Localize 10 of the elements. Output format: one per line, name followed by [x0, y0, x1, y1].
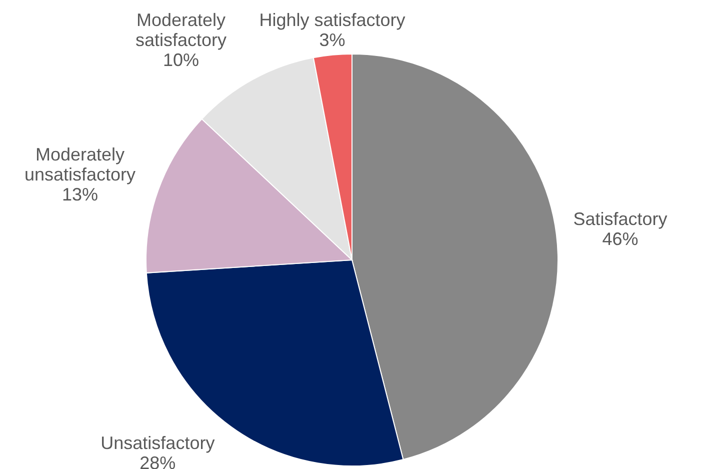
slice-label: Unsatisfactory — [100, 433, 215, 454]
slice-label: Satisfactory — [573, 208, 668, 229]
slice-label: Highly satisfactory — [259, 10, 406, 30]
data-label: 28% — [140, 453, 176, 469]
slice-label: Moderately unsatisfactory — [24, 144, 136, 184]
data-label: 46% — [602, 228, 638, 249]
data-label: 10% — [163, 50, 200, 70]
data-label: 13% — [62, 184, 98, 204]
slice-label: Moderately satisfactory — [136, 10, 227, 50]
data-label: 3% — [319, 30, 346, 50]
